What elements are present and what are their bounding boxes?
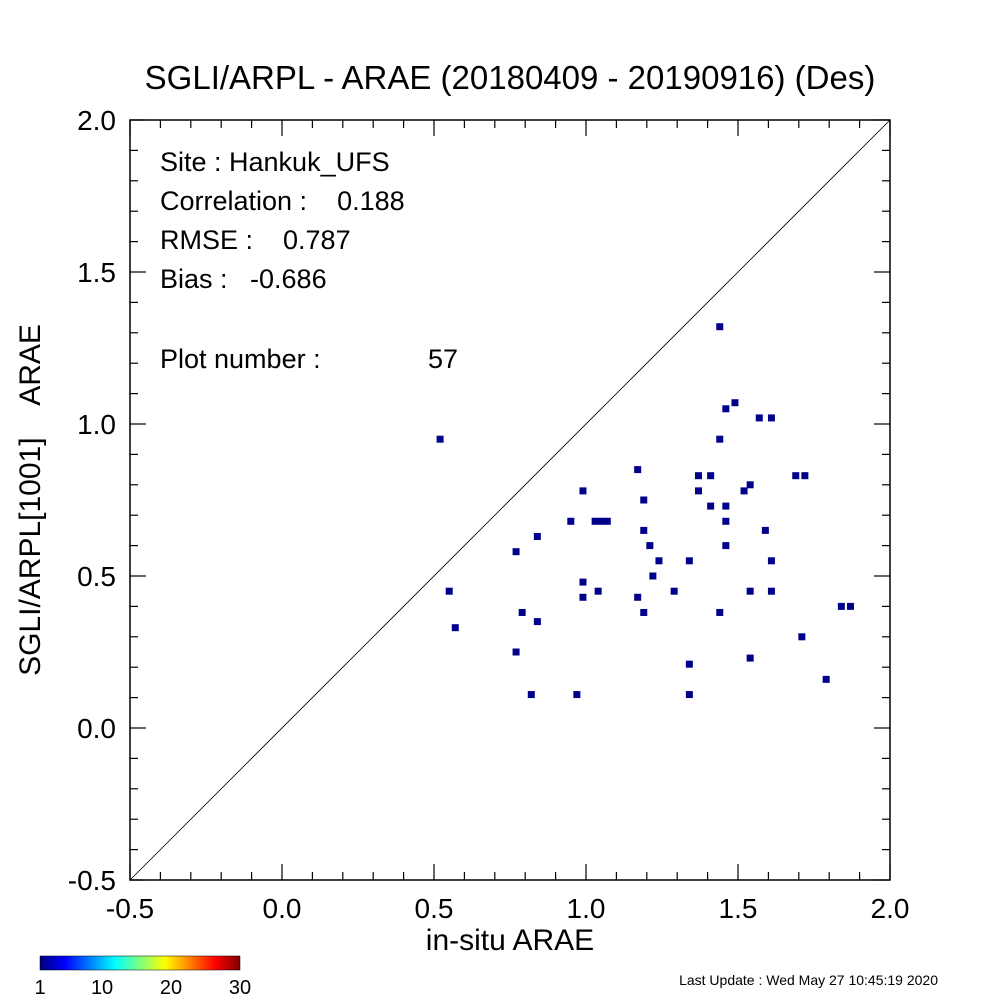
data-point — [716, 608, 724, 616]
stat-bias: Bias : -0.686 — [160, 264, 327, 294]
data-point — [746, 587, 754, 595]
data-point — [767, 557, 775, 565]
data-point — [640, 608, 648, 616]
colorbar-labels: 1 10 20 30 — [34, 977, 251, 999]
plot-area: -0.5 0.0 0.5 1.0 1.5 2.0 -0.5 0.0 0.5 1.0 1.5 2.0 — [68, 105, 910, 924]
data-point — [573, 691, 581, 699]
colorbar: 1 10 20 30 — [34, 955, 251, 999]
y-axis-label: SGLI/ARPL[1001] ARAE — [14, 324, 47, 676]
data-point — [722, 405, 730, 413]
y-tick-label: 0.0 — [77, 713, 116, 744]
y-tick-label: 0.5 — [77, 561, 116, 592]
data-point — [634, 593, 642, 601]
data-point — [512, 648, 520, 656]
data-point — [603, 517, 611, 525]
x-tick-label: 2.0 — [871, 893, 910, 924]
data-point — [822, 675, 830, 683]
data-point — [579, 593, 587, 601]
x-tick-label: 0.5 — [415, 893, 454, 924]
data-point — [694, 487, 702, 495]
data-point — [533, 618, 541, 626]
x-tick-labels: -0.5 0.0 0.5 1.0 1.5 2.0 — [106, 893, 910, 924]
data-point — [707, 472, 715, 480]
y-tick-label: -0.5 — [68, 865, 116, 896]
stat-site: Site : Hankuk_UFS — [160, 147, 390, 177]
y-tick-labels: -0.5 0.0 0.5 1.0 1.5 2.0 — [68, 105, 116, 896]
chart-title: SGLI/ARPL - ARAE (20180409 - 20190916) (… — [145, 59, 876, 96]
stat-correlation: Correlation : 0.188 — [160, 186, 405, 216]
data-point — [707, 502, 715, 510]
data-point — [740, 487, 748, 495]
data-point — [716, 435, 724, 443]
data-points — [436, 323, 854, 699]
data-point — [594, 587, 602, 595]
data-point — [685, 660, 693, 668]
x-tick-label: -0.5 — [106, 893, 154, 924]
data-point — [685, 557, 693, 565]
one-to-one-line — [129, 119, 891, 881]
data-point — [436, 435, 444, 443]
plot-frame — [129, 119, 891, 881]
x-tick-label: 1.0 — [567, 893, 606, 924]
colorbar-label: 30 — [229, 977, 251, 999]
data-point — [527, 691, 535, 699]
data-point — [634, 466, 642, 474]
colorbar-label: 1 — [34, 977, 45, 999]
colorbar-label: 20 — [160, 977, 182, 999]
data-point — [567, 517, 575, 525]
data-point — [591, 517, 599, 525]
data-point — [512, 548, 520, 556]
data-point — [746, 481, 754, 489]
data-point — [445, 587, 453, 595]
data-point — [670, 587, 678, 595]
data-point — [685, 691, 693, 699]
data-point — [837, 602, 845, 610]
data-point — [761, 526, 769, 534]
data-point — [798, 633, 806, 641]
data-point — [801, 472, 809, 480]
axis-ticks — [129, 119, 891, 881]
data-point — [640, 526, 648, 534]
x-tick-label: 1.5 — [719, 893, 758, 924]
data-point — [767, 587, 775, 595]
data-point — [755, 414, 763, 422]
x-axis-label: in-situ ARAE — [426, 924, 594, 957]
data-point — [722, 542, 730, 550]
data-point — [579, 487, 587, 495]
data-point — [579, 578, 587, 586]
data-point — [722, 502, 730, 510]
data-point — [846, 602, 854, 610]
data-point — [722, 517, 730, 525]
data-point — [694, 472, 702, 480]
data-point — [767, 414, 775, 422]
stats-panel: Site : Hankuk_UFS Correlation : 0.188 RM… — [160, 147, 458, 374]
data-point — [655, 557, 663, 565]
stat-plot-number-value: 57 — [428, 344, 458, 374]
stat-plot-number-label: Plot number : — [160, 344, 321, 374]
data-point — [533, 532, 541, 540]
y-tick-label: 1.0 — [77, 409, 116, 440]
data-point — [451, 624, 459, 632]
data-point — [518, 608, 526, 616]
last-update-text: Last Update : Wed May 27 10:45:19 2020 — [679, 972, 938, 988]
data-point — [746, 654, 754, 662]
colorbar-gradient — [39, 955, 241, 971]
data-point — [646, 542, 654, 550]
x-tick-label: 0.0 — [263, 893, 302, 924]
data-point — [731, 399, 739, 407]
y-tick-label: 2.0 — [77, 105, 116, 136]
data-point — [597, 517, 605, 525]
y-tick-label: 1.5 — [77, 257, 116, 288]
data-point — [792, 472, 800, 480]
data-point — [640, 496, 648, 504]
data-point — [649, 572, 657, 580]
stat-rmse: RMSE : 0.787 — [160, 225, 351, 255]
data-point — [716, 323, 724, 331]
colorbar-label: 10 — [91, 977, 113, 999]
